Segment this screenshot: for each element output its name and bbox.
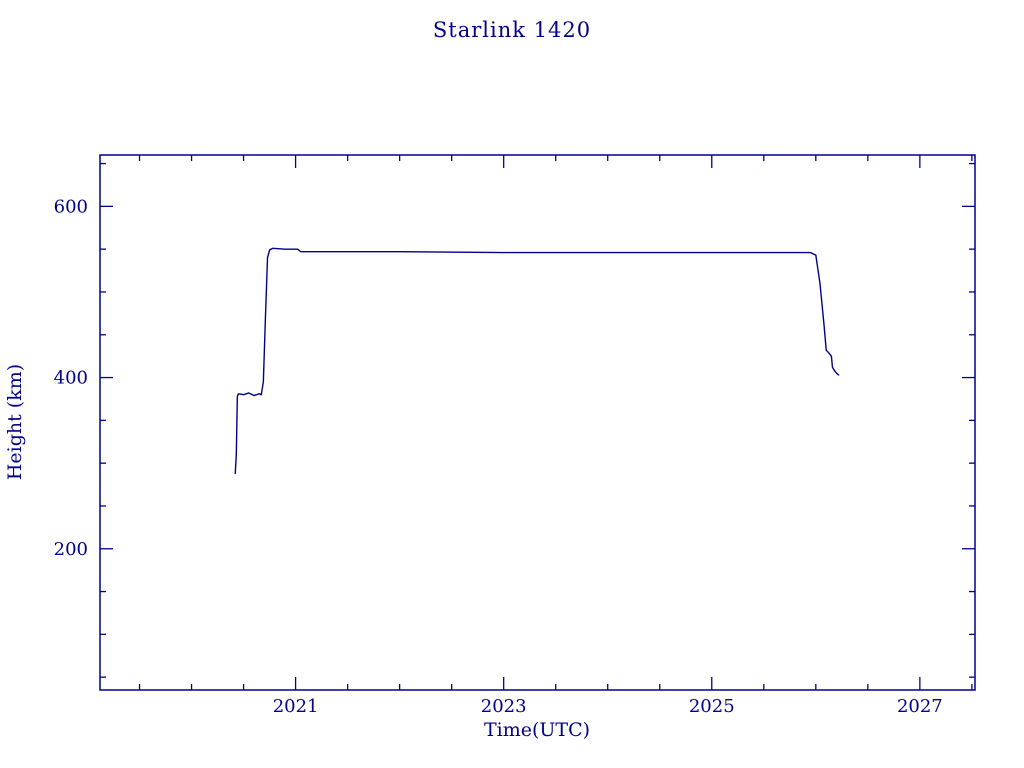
x-tick-label: 2025: [689, 696, 735, 717]
y-tick-label: 600: [54, 196, 88, 217]
x-axis-label: Time(UTC): [484, 719, 590, 741]
x-tick-label: 2021: [273, 696, 319, 717]
page-title: Starlink 1420: [433, 18, 591, 42]
y-tick-label: 400: [54, 368, 88, 389]
x-tick-label: 2023: [481, 696, 527, 717]
data-line: [234, 247, 840, 475]
y-tick-label: 200: [54, 539, 88, 560]
x-tick-label: 2027: [897, 696, 943, 717]
y-axis-label: Height (km): [4, 364, 26, 480]
plot-area: 2021 2023 2025 2027 200 400 600: [54, 154, 976, 717]
